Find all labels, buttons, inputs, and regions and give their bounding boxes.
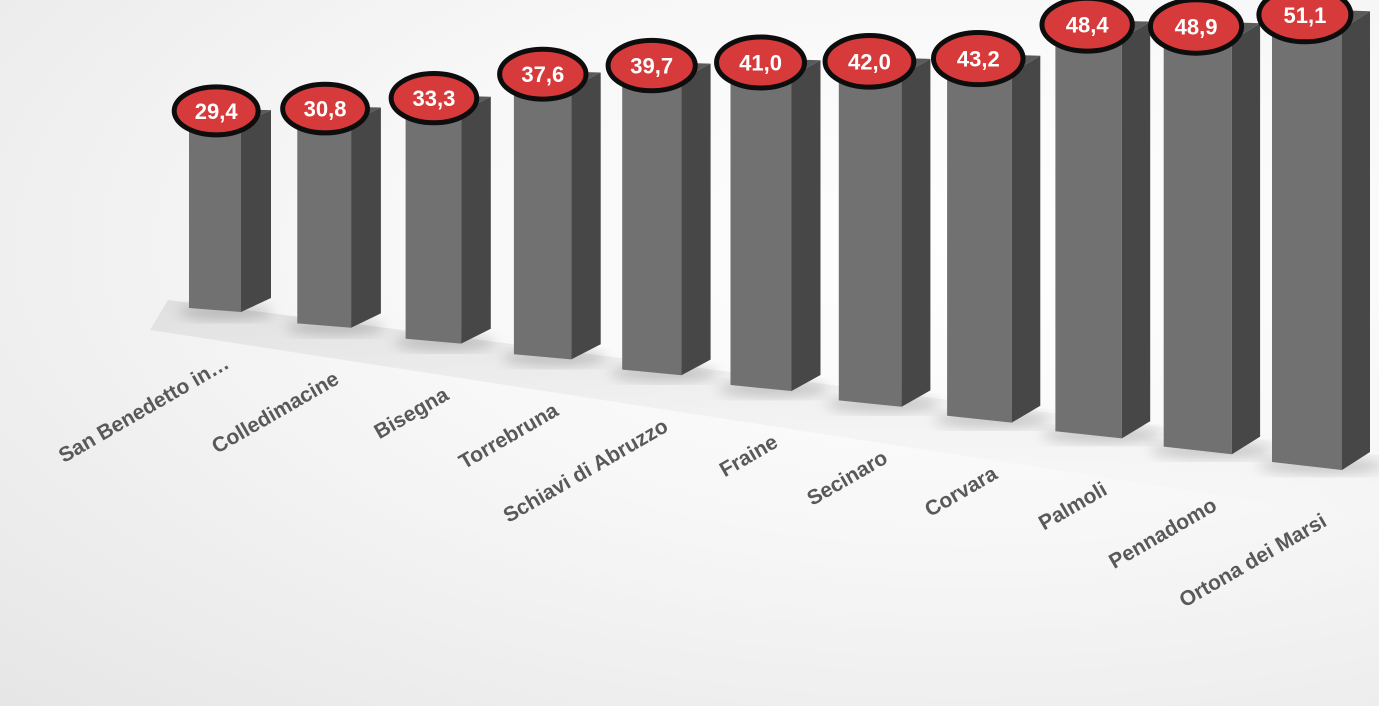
- data-label: 41,0: [714, 34, 808, 91]
- bar-front-face: [1163, 38, 1232, 455]
- floor-plane: [150, 300, 1379, 520]
- bar-side-face: [1121, 21, 1151, 439]
- data-label: 30,8: [280, 81, 370, 136]
- bar-side-face: [351, 107, 381, 328]
- bar-side-face: [681, 63, 711, 376]
- bar-front-face: [405, 110, 462, 344]
- data-label-text: 29,4: [195, 99, 239, 124]
- bar-side-face: [461, 96, 491, 344]
- bar-column: [718, 58, 829, 397]
- data-label-badge: [822, 33, 917, 90]
- data-label-badge: [1147, 0, 1245, 56]
- bar-side-face: [1011, 55, 1041, 423]
- chart-floor: [150, 300, 1379, 520]
- category-label: Corvara: [921, 462, 1002, 522]
- data-label: 29,4: [171, 84, 261, 138]
- data-label-text: 43,2: [957, 47, 1000, 72]
- data-label-badge: [605, 37, 698, 94]
- data-label-badge: [280, 81, 370, 136]
- bar-side-face: [791, 60, 821, 391]
- data-label: 43,2: [930, 29, 1026, 88]
- data-label-badge: [497, 46, 589, 102]
- category-label: San Benedetto in…: [55, 351, 233, 467]
- data-label-badge: [930, 29, 1026, 88]
- category-label: Bisegna: [370, 383, 453, 444]
- bar-front-face: [513, 86, 572, 360]
- data-label-text: 39,7: [630, 54, 673, 79]
- data-label: 42,0: [822, 33, 917, 90]
- bar-side-face: [1231, 23, 1261, 455]
- bar-column: [1042, 19, 1162, 444]
- bar-front-face: [947, 70, 1012, 423]
- data-label: 39,7: [605, 37, 698, 94]
- bar-side-face: [901, 58, 931, 407]
- bar-column: [1150, 20, 1273, 459]
- data-label-text: 48,9: [1175, 15, 1218, 40]
- category-label: Palmoli: [1035, 478, 1111, 535]
- bar-front-face: [622, 77, 682, 376]
- bar-side-face: [241, 110, 271, 313]
- data-label-text: 41,0: [739, 50, 782, 75]
- bar-column: [178, 108, 273, 320]
- data-label: 33,3: [388, 71, 480, 126]
- category-label: Fraine: [716, 430, 782, 481]
- bar-front-face: [1055, 36, 1122, 439]
- data-label-badge: [714, 34, 808, 91]
- category-label: Pennadomo: [1105, 494, 1221, 574]
- category-label: Colledimacine: [208, 367, 343, 458]
- data-label-text: 37,6: [521, 62, 564, 87]
- bar-column: [502, 70, 606, 367]
- data-label: 51,1: [1256, 0, 1354, 45]
- data-label-text: 33,3: [413, 86, 456, 111]
- bar-front-face: [838, 73, 902, 407]
- data-label: 48,4: [1039, 0, 1135, 54]
- bar-column: [1258, 8, 1379, 474]
- category-label: Torrebruna: [455, 399, 562, 474]
- data-label: 48,9: [1147, 0, 1245, 56]
- bar-front-face: [730, 74, 792, 391]
- bar-column: [826, 56, 940, 413]
- bar-side-face: [1342, 11, 1370, 471]
- bar-front-face: [1272, 26, 1342, 471]
- bar-column: [286, 106, 384, 336]
- data-label-text: 42,0: [848, 49, 891, 74]
- category-label: Secinaro: [803, 446, 891, 510]
- bar-front-face: [297, 120, 352, 328]
- bar-front-face: [189, 122, 241, 312]
- bar-side-face: [571, 72, 601, 360]
- data-label-badge: [171, 84, 261, 138]
- data-label-text: 51,1: [1283, 3, 1326, 28]
- data-label-text: 48,4: [1066, 13, 1110, 38]
- bar-column: [610, 61, 717, 382]
- data-label-text: 30,8: [304, 97, 347, 122]
- bar-column: [394, 95, 495, 351]
- data-label-badge: [1256, 0, 1354, 45]
- data-label-badge: [388, 71, 480, 126]
- bar-column: [934, 53, 1051, 428]
- data-label-badge: [1039, 0, 1135, 54]
- data-label: 37,6: [497, 46, 589, 102]
- data-labels-layer: 29,4 30,8 33,3 37,6 39,7 41,0 42,0 43,2 48,4 48,9…: [171, 0, 1354, 138]
